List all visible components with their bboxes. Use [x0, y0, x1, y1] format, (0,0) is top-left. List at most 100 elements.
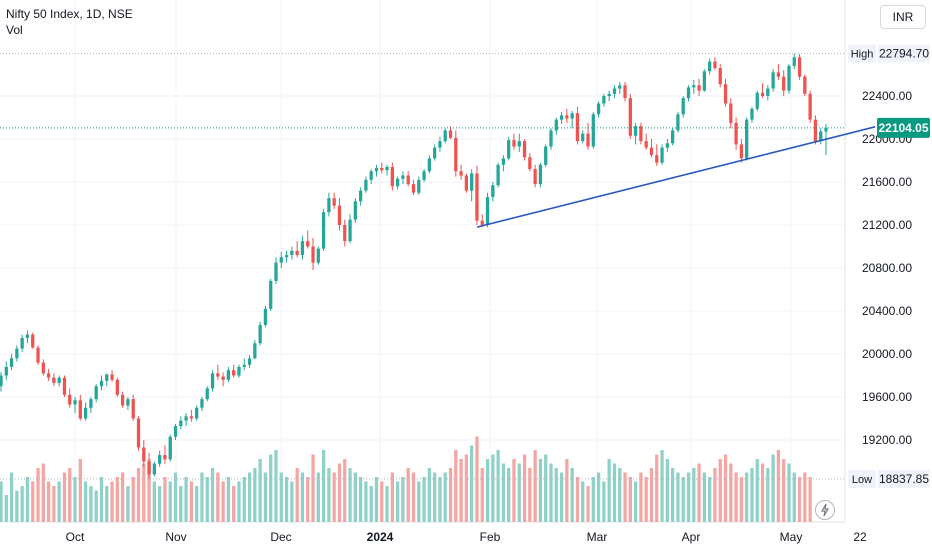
candle-body[interactable]: [512, 140, 516, 147]
candle-body[interactable]: [210, 373, 215, 389]
candle-body[interactable]: [142, 447, 146, 462]
candle-body[interactable]: [358, 190, 363, 202]
candle-body[interactable]: [766, 88, 770, 96]
candle-body[interactable]: [581, 133, 585, 142]
candle-body[interactable]: [205, 388, 209, 400]
candle-body[interactable]: [216, 373, 220, 377]
candle-body[interactable]: [73, 400, 77, 405]
candle-body[interactable]: [327, 198, 331, 213]
candle-body[interactable]: [745, 119, 749, 159]
plot-area[interactable]: [0, 0, 845, 522]
candle-body[interactable]: [448, 130, 453, 138]
candle-body[interactable]: [433, 147, 437, 159]
candle-body[interactable]: [507, 140, 511, 159]
candle-body[interactable]: [247, 358, 252, 365]
candle-body[interactable]: [639, 126, 643, 142]
candle-body[interactable]: [89, 399, 93, 408]
candle-body[interactable]: [279, 257, 283, 263]
candle-body[interactable]: [163, 455, 167, 460]
candle-body[interactable]: [670, 130, 675, 144]
volume-label[interactable]: Vol: [6, 23, 23, 37]
candle-body[interactable]: [152, 463, 157, 475]
candle-body[interactable]: [649, 147, 654, 156]
candle-body[interactable]: [348, 219, 352, 242]
candle-body[interactable]: [443, 130, 447, 142]
candle-body[interactable]: [94, 386, 98, 400]
candle-body[interactable]: [36, 347, 40, 363]
candle-body[interactable]: [607, 93, 611, 96]
candle-body[interactable]: [115, 379, 119, 395]
candle-body[interactable]: [401, 175, 405, 179]
candle-body[interactable]: [723, 84, 728, 104]
candle-body[interactable]: [300, 241, 305, 256]
candle-body[interactable]: [459, 171, 463, 176]
candle-body[interactable]: [295, 250, 299, 256]
candle-body[interactable]: [623, 85, 627, 99]
candle-body[interactable]: [655, 155, 659, 163]
candle-body[interactable]: [776, 72, 781, 77]
candle-body[interactable]: [269, 280, 273, 309]
candle-body[interactable]: [78, 400, 82, 419]
candle-body[interactable]: [173, 426, 178, 437]
candle-body[interactable]: [343, 225, 347, 242]
candle-body[interactable]: [189, 416, 194, 419]
candle-body[interactable]: [68, 394, 72, 405]
candle-body[interactable]: [644, 141, 648, 148]
candle-body[interactable]: [290, 250, 294, 256]
candle-body[interactable]: [760, 92, 765, 96]
candle-body[interactable]: [533, 169, 537, 185]
candle-body[interactable]: [306, 241, 310, 247]
candle-body[interactable]: [528, 157, 532, 170]
candle-body[interactable]: [9, 358, 14, 367]
candle-body[interactable]: [390, 166, 394, 187]
candle-body[interactable]: [718, 68, 722, 85]
candle-body[interactable]: [491, 185, 495, 198]
candle-body[interactable]: [226, 370, 231, 380]
candle-body[interactable]: [755, 92, 759, 109]
candle-body[interactable]: [131, 399, 135, 419]
candle-body[interactable]: [52, 377, 56, 384]
candle-body[interactable]: [803, 76, 807, 94]
candle-body[interactable]: [739, 144, 744, 159]
candle-body[interactable]: [395, 178, 400, 187]
candle-body[interactable]: [591, 114, 595, 147]
candle-body[interactable]: [559, 115, 564, 120]
candle-body[interactable]: [242, 364, 246, 367]
candle-body[interactable]: [438, 141, 442, 148]
candle-body[interactable]: [4, 366, 8, 376]
candle-body[interactable]: [57, 377, 61, 384]
candle-body[interactable]: [496, 164, 500, 186]
candle-body[interactable]: [549, 130, 553, 147]
candle-body[interactable]: [665, 143, 669, 148]
candle-body[interactable]: [575, 113, 580, 142]
candle-body[interactable]: [31, 334, 35, 348]
candle-body[interactable]: [253, 343, 257, 359]
candle-body[interactable]: [232, 370, 236, 376]
candle-body[interactable]: [808, 93, 812, 120]
candle-body[interactable]: [422, 171, 426, 180]
candle-body[interactable]: [369, 171, 373, 180]
candle-body[interactable]: [364, 179, 368, 191]
candle-body[interactable]: [221, 376, 225, 380]
candle-body[interactable]: [713, 61, 717, 69]
candle-body[interactable]: [681, 98, 685, 115]
candle-body[interactable]: [316, 248, 320, 263]
candle-body[interactable]: [596, 103, 601, 115]
candle-body[interactable]: [697, 85, 701, 91]
candle-body[interactable]: [522, 141, 527, 158]
candle-body[interactable]: [485, 197, 490, 225]
candle-body[interactable]: [708, 61, 712, 72]
candle-body[interactable]: [20, 337, 24, 349]
candle-body[interactable]: [517, 141, 521, 147]
candle-body[interactable]: [385, 166, 389, 171]
candle-body[interactable]: [337, 205, 342, 225]
candle-body[interactable]: [195, 407, 199, 419]
candle-body[interactable]: [99, 380, 104, 387]
candle-body[interactable]: [380, 168, 384, 171]
candle-body[interactable]: [819, 131, 823, 142]
candle-body[interactable]: [554, 119, 558, 131]
candle-body[interactable]: [15, 348, 19, 359]
candle-body[interactable]: [374, 168, 379, 172]
candle-body[interactable]: [41, 362, 45, 374]
